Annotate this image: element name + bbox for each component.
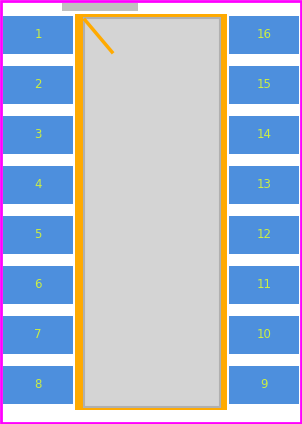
Bar bbox=[229, 316, 299, 354]
Bar bbox=[229, 366, 299, 404]
Bar bbox=[3, 216, 73, 254]
Text: 8: 8 bbox=[34, 379, 42, 391]
Text: 1: 1 bbox=[34, 28, 42, 42]
Text: 3: 3 bbox=[34, 128, 42, 142]
Bar bbox=[229, 216, 299, 254]
Bar bbox=[3, 16, 73, 54]
Bar bbox=[75, 14, 227, 410]
Bar bbox=[229, 166, 299, 204]
Bar bbox=[3, 266, 73, 304]
Bar bbox=[3, 166, 73, 204]
Text: 15: 15 bbox=[257, 78, 271, 92]
Bar bbox=[3, 116, 73, 154]
Text: 6: 6 bbox=[34, 279, 42, 292]
Bar bbox=[3, 66, 73, 104]
Text: 13: 13 bbox=[257, 179, 271, 192]
Bar bbox=[229, 266, 299, 304]
Text: 5: 5 bbox=[34, 229, 42, 242]
Bar bbox=[84, 18, 220, 407]
Text: 12: 12 bbox=[256, 229, 271, 242]
Bar bbox=[3, 316, 73, 354]
Bar bbox=[229, 16, 299, 54]
Bar bbox=[229, 66, 299, 104]
Bar bbox=[229, 116, 299, 154]
Text: 10: 10 bbox=[257, 329, 271, 341]
Text: 7: 7 bbox=[34, 329, 42, 341]
Text: 9: 9 bbox=[260, 379, 268, 391]
Text: 14: 14 bbox=[256, 128, 271, 142]
Text: 11: 11 bbox=[256, 279, 271, 292]
Bar bbox=[62, 3, 138, 11]
Bar bbox=[3, 366, 73, 404]
Text: 4: 4 bbox=[34, 179, 42, 192]
Text: 16: 16 bbox=[256, 28, 271, 42]
Text: 2: 2 bbox=[34, 78, 42, 92]
